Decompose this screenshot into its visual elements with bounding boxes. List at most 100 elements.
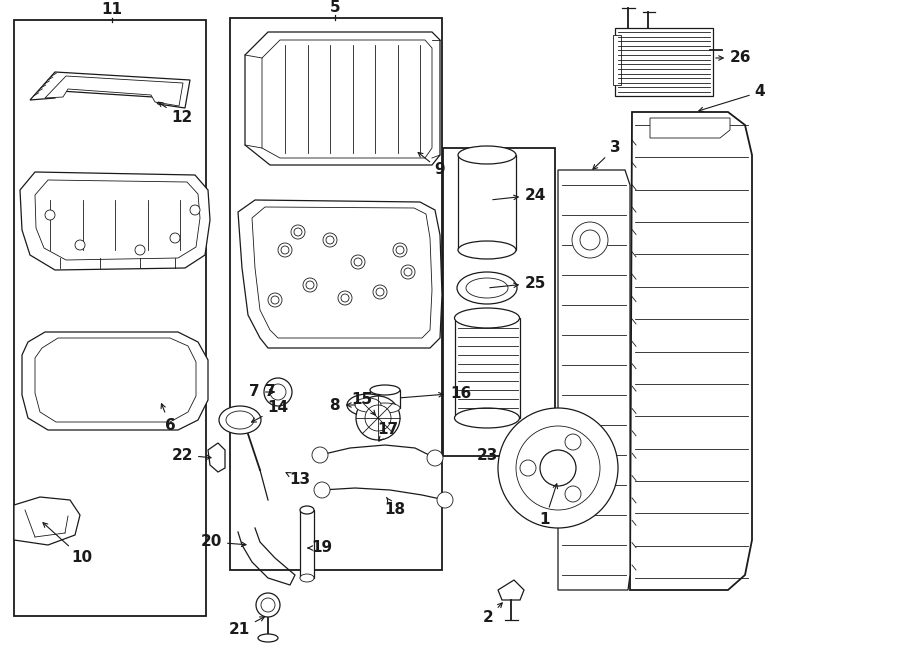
Text: 5: 5 xyxy=(329,1,340,15)
Circle shape xyxy=(565,434,581,450)
Ellipse shape xyxy=(466,278,508,298)
Circle shape xyxy=(427,450,443,466)
Circle shape xyxy=(314,482,330,498)
Circle shape xyxy=(516,426,600,510)
Circle shape xyxy=(396,246,404,254)
Bar xyxy=(443,148,555,456)
Circle shape xyxy=(281,246,289,254)
Circle shape xyxy=(306,281,314,289)
Bar xyxy=(458,155,516,250)
Polygon shape xyxy=(208,443,225,472)
Polygon shape xyxy=(558,170,630,590)
Text: 22: 22 xyxy=(172,447,211,463)
Circle shape xyxy=(271,296,279,304)
Circle shape xyxy=(261,598,275,612)
Text: 23: 23 xyxy=(476,447,498,463)
Circle shape xyxy=(354,258,362,266)
Circle shape xyxy=(404,268,412,276)
Text: 19: 19 xyxy=(308,541,333,555)
Text: 14: 14 xyxy=(251,401,289,422)
Ellipse shape xyxy=(347,394,389,416)
Bar xyxy=(370,390,400,408)
Text: 15: 15 xyxy=(351,393,375,415)
Circle shape xyxy=(312,447,328,463)
Text: 16: 16 xyxy=(400,385,472,401)
Circle shape xyxy=(75,240,85,250)
Polygon shape xyxy=(22,332,208,430)
Text: 18: 18 xyxy=(384,498,406,518)
Circle shape xyxy=(303,278,317,292)
Ellipse shape xyxy=(370,385,400,395)
Text: 13: 13 xyxy=(286,473,310,488)
Circle shape xyxy=(170,233,180,243)
Circle shape xyxy=(256,593,280,617)
Circle shape xyxy=(351,255,365,269)
Polygon shape xyxy=(45,76,183,106)
Text: 24: 24 xyxy=(493,188,546,202)
Bar xyxy=(613,35,621,85)
Ellipse shape xyxy=(454,408,519,428)
Text: 8: 8 xyxy=(329,397,356,412)
Ellipse shape xyxy=(457,272,517,304)
Text: 20: 20 xyxy=(201,535,246,549)
Circle shape xyxy=(365,405,391,431)
Text: 7: 7 xyxy=(249,385,274,399)
Circle shape xyxy=(401,265,415,279)
Circle shape xyxy=(278,243,292,257)
Polygon shape xyxy=(35,180,200,260)
Text: 9: 9 xyxy=(418,153,446,178)
Polygon shape xyxy=(252,207,432,338)
Circle shape xyxy=(437,492,453,508)
Circle shape xyxy=(565,486,581,502)
Text: 1: 1 xyxy=(540,484,557,527)
Circle shape xyxy=(323,233,337,247)
Circle shape xyxy=(356,396,400,440)
Circle shape xyxy=(520,460,536,476)
Circle shape xyxy=(540,450,576,486)
Ellipse shape xyxy=(226,411,254,429)
Polygon shape xyxy=(498,580,524,600)
Ellipse shape xyxy=(300,506,314,514)
Polygon shape xyxy=(30,72,190,108)
Circle shape xyxy=(376,288,384,296)
Bar xyxy=(14,20,206,616)
Ellipse shape xyxy=(370,403,400,413)
Polygon shape xyxy=(630,112,752,590)
Circle shape xyxy=(341,294,349,302)
Text: 3: 3 xyxy=(593,141,620,169)
Ellipse shape xyxy=(454,308,519,328)
Polygon shape xyxy=(650,118,730,138)
Text: 17: 17 xyxy=(377,422,399,441)
Polygon shape xyxy=(262,40,432,158)
Bar xyxy=(615,28,713,96)
Circle shape xyxy=(373,285,387,299)
Ellipse shape xyxy=(219,406,261,434)
Ellipse shape xyxy=(258,634,278,642)
Text: 11: 11 xyxy=(102,3,122,17)
Circle shape xyxy=(498,408,618,528)
Text: 6: 6 xyxy=(161,404,176,432)
Circle shape xyxy=(580,230,600,250)
Text: 21: 21 xyxy=(229,617,265,637)
Circle shape xyxy=(291,225,305,239)
Ellipse shape xyxy=(300,574,314,582)
Circle shape xyxy=(294,228,302,236)
Polygon shape xyxy=(14,497,80,545)
Text: 26: 26 xyxy=(716,50,751,65)
Circle shape xyxy=(135,245,145,255)
Ellipse shape xyxy=(458,146,516,164)
Bar xyxy=(300,510,314,578)
Circle shape xyxy=(338,291,352,305)
Circle shape xyxy=(326,236,334,244)
Bar xyxy=(230,18,442,570)
Polygon shape xyxy=(245,32,440,165)
Circle shape xyxy=(393,243,407,257)
Text: 12: 12 xyxy=(158,102,193,126)
Polygon shape xyxy=(35,338,196,422)
Circle shape xyxy=(270,384,286,400)
Text: 4: 4 xyxy=(698,85,765,112)
Polygon shape xyxy=(20,172,210,270)
Text: 7: 7 xyxy=(265,385,275,399)
Circle shape xyxy=(45,210,55,220)
Circle shape xyxy=(572,222,608,258)
